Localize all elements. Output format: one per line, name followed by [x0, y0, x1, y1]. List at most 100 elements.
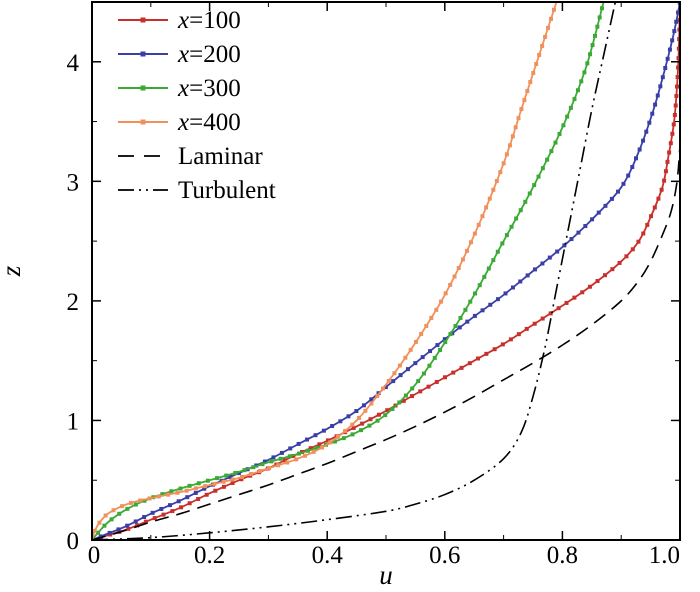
series-marker [330, 424, 335, 429]
series-marker [442, 337, 447, 342]
series-marker [672, 29, 677, 34]
series-marker [676, 46, 680, 51]
series-marker [429, 315, 434, 320]
series-marker [670, 131, 675, 136]
series-marker [647, 120, 652, 125]
series-marker [516, 116, 521, 121]
series-marker [510, 134, 515, 139]
series-marker [677, 18, 680, 23]
legend-label-var: x [177, 109, 189, 136]
series-marker [660, 75, 665, 80]
series-marker [665, 56, 670, 61]
series-marker [403, 393, 408, 398]
series-marker [663, 65, 668, 70]
series-marker [375, 394, 380, 399]
legend-item: x=200 [118, 41, 241, 68]
series-marker [653, 102, 658, 107]
legend-item: x=400 [118, 109, 241, 136]
series-marker [126, 526, 131, 531]
series-marker [587, 284, 592, 289]
series-marker [547, 255, 552, 260]
series-marker [507, 143, 512, 148]
series-marker [326, 438, 331, 443]
legend-label-text: =100 [189, 7, 241, 34]
series-marker [125, 523, 130, 528]
series-marker [603, 273, 608, 278]
series-marker [670, 38, 675, 43]
series-marker [495, 249, 500, 254]
series-marker [161, 512, 166, 517]
series-marker [649, 214, 654, 219]
series-marker [509, 224, 514, 229]
series-marker [460, 257, 465, 262]
series-marker [405, 367, 410, 372]
series-marker [170, 509, 175, 514]
series-marker [156, 494, 161, 499]
series-marker [659, 187, 664, 192]
legend-item: x=300 [118, 75, 241, 102]
series-marker [644, 129, 649, 134]
legend-label: x=300 [177, 75, 241, 102]
series-marker [262, 459, 267, 464]
series-marker [236, 471, 241, 476]
series-marker [267, 466, 272, 471]
series-marker [185, 495, 190, 500]
series-marker [443, 340, 448, 345]
series-marker [421, 371, 426, 376]
series-line [92, 2, 605, 540]
series-marker [579, 79, 584, 84]
legend-label-var: x [177, 7, 189, 34]
series-marker [595, 278, 600, 283]
series-marker [494, 178, 499, 183]
series-marker [294, 457, 299, 462]
series-marker [630, 165, 635, 170]
series-marker [305, 448, 310, 453]
series-marker [302, 453, 307, 458]
series-marker [610, 267, 615, 272]
series-marker [525, 89, 530, 94]
series-marker [215, 476, 220, 481]
series-marker [166, 492, 171, 497]
series-marker [212, 481, 217, 486]
series-marker [468, 240, 473, 245]
series-marker [501, 161, 506, 166]
series-marker [463, 307, 468, 312]
series-marker [383, 385, 388, 390]
series-marker [147, 496, 152, 501]
y-tick-label: 2 [67, 289, 80, 316]
series-marker [335, 434, 340, 439]
series-marker [617, 260, 622, 265]
legend-label-text: =300 [189, 75, 241, 102]
series-marker [96, 530, 101, 535]
series-marker [92, 528, 97, 533]
series-marker [258, 469, 263, 474]
series-marker [524, 326, 529, 331]
series-marker [534, 61, 539, 66]
axis-ticks [91, 2, 681, 541]
series-marker [416, 379, 421, 384]
y-tick-label: 1 [67, 408, 80, 435]
series-marker [287, 454, 292, 459]
series-marker [504, 152, 509, 157]
series-marker [143, 519, 148, 524]
series-turbulent [92, 2, 617, 540]
series-marker [477, 283, 482, 288]
series-marker [251, 465, 256, 470]
series-marker [117, 511, 122, 516]
series-marker [196, 481, 201, 486]
series-marker [354, 409, 359, 414]
series-marker [532, 321, 537, 326]
series-marker [410, 386, 415, 391]
series-marker [495, 297, 500, 302]
series-marker [351, 425, 356, 430]
series-marker [315, 445, 320, 450]
series-marker [540, 316, 545, 321]
series-marker [102, 523, 107, 528]
series-marker [518, 208, 523, 213]
series-marker [599, 6, 604, 11]
series-marker [549, 16, 554, 21]
series-marker [224, 473, 229, 478]
series-marker [398, 373, 403, 378]
series-marker [572, 97, 577, 102]
series-marker [528, 80, 533, 85]
